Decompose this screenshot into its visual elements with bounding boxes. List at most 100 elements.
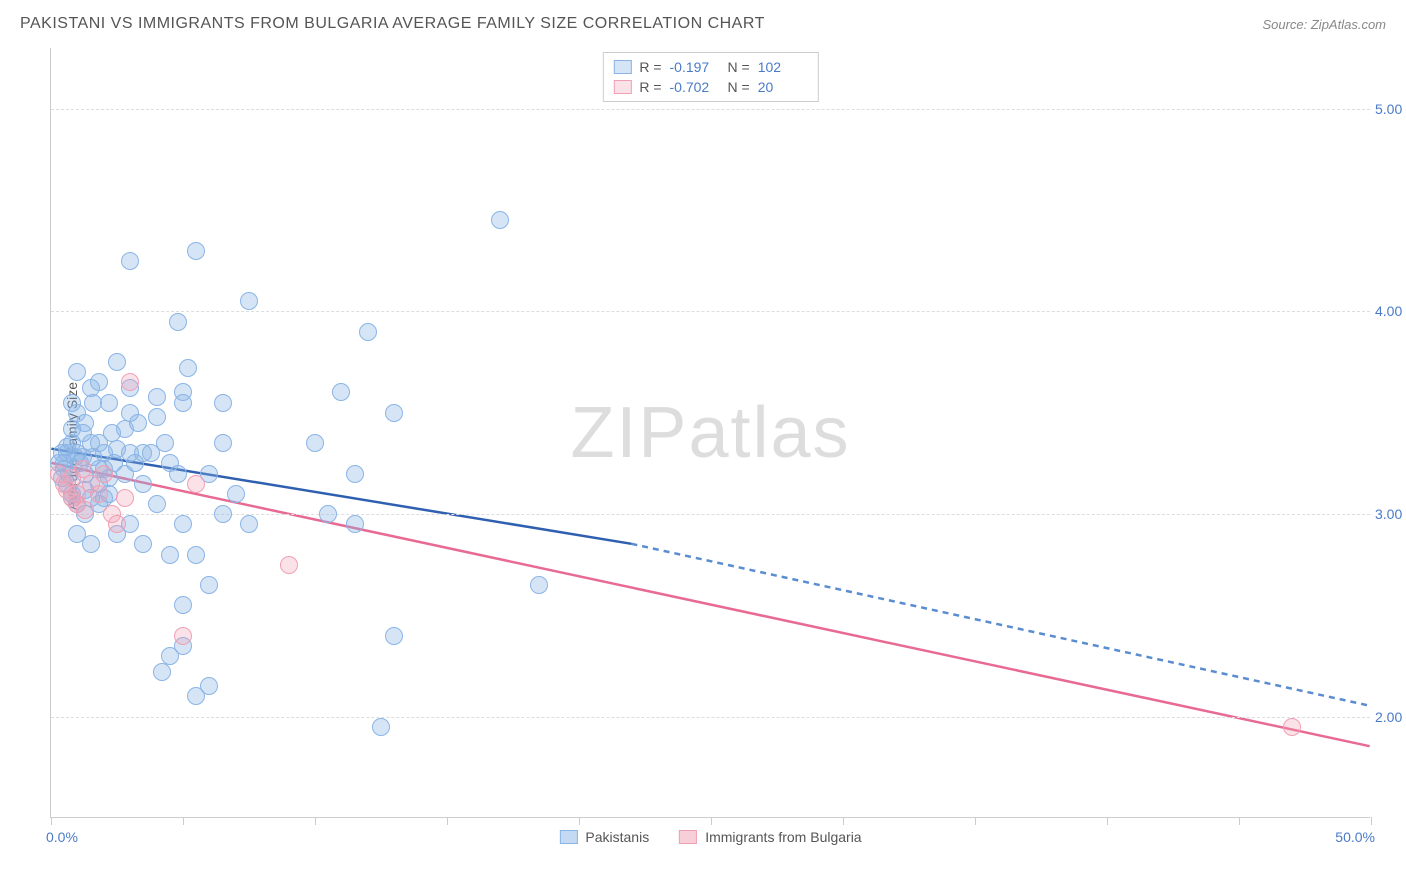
- data-point: [1283, 718, 1301, 736]
- data-point: [134, 444, 152, 462]
- data-point: [161, 546, 179, 564]
- y-tick-label: 3.00: [1375, 506, 1406, 522]
- regression-line: [631, 544, 1369, 706]
- n-label: N =: [728, 79, 750, 95]
- data-point: [372, 718, 390, 736]
- data-point: [169, 313, 187, 331]
- data-point: [187, 475, 205, 493]
- data-point: [116, 420, 134, 438]
- n-value: 102: [758, 59, 808, 75]
- data-point: [214, 394, 232, 412]
- data-point: [187, 242, 205, 260]
- data-point: [306, 434, 324, 452]
- n-value: 20: [758, 79, 808, 95]
- legend-row: R = -0.702 N = 20: [613, 77, 807, 97]
- data-point: [100, 394, 118, 412]
- data-point: [58, 481, 76, 499]
- legend-swatch: [613, 80, 631, 94]
- r-value: -0.702: [670, 79, 720, 95]
- data-point: [82, 379, 100, 397]
- legend-swatch: [679, 830, 697, 844]
- x-tick: [51, 817, 52, 825]
- data-point: [179, 359, 197, 377]
- data-point: [169, 465, 187, 483]
- y-tick-label: 4.00: [1375, 303, 1406, 319]
- data-point: [174, 515, 192, 533]
- watermark-text: ZIPatlas: [570, 392, 850, 474]
- y-tick-label: 2.00: [1375, 709, 1406, 725]
- x-tick: [447, 817, 448, 825]
- x-tick: [975, 817, 976, 825]
- x-tick: [1239, 817, 1240, 825]
- x-tick: [711, 817, 712, 825]
- x-axis-max-label: 50.0%: [1335, 829, 1375, 845]
- data-point: [174, 596, 192, 614]
- gridline: [51, 109, 1370, 110]
- legend-label: Pakistanis: [585, 829, 649, 845]
- legend-label: Immigrants from Bulgaria: [705, 829, 861, 845]
- data-point: [332, 383, 350, 401]
- regression-lines-layer: [51, 48, 1370, 817]
- r-value: -0.197: [670, 59, 720, 75]
- data-point: [63, 394, 81, 412]
- data-point: [240, 292, 258, 310]
- gridline: [51, 311, 1370, 312]
- r-label: R =: [639, 79, 661, 95]
- data-point: [240, 515, 258, 533]
- data-point: [174, 627, 192, 645]
- data-point: [63, 420, 81, 438]
- data-point: [148, 495, 166, 513]
- data-point: [319, 505, 337, 523]
- regression-line: [51, 463, 1369, 746]
- y-tick-label: 5.00: [1375, 101, 1406, 117]
- x-tick: [1107, 817, 1108, 825]
- x-axis-min-label: 0.0%: [46, 829, 78, 845]
- data-point: [187, 546, 205, 564]
- data-point: [346, 515, 364, 533]
- data-point: [76, 501, 94, 519]
- legend-swatch: [613, 60, 631, 74]
- chart-title: PAKISTANI VS IMMIGRANTS FROM BULGARIA AV…: [20, 15, 765, 33]
- x-tick: [1371, 817, 1372, 825]
- data-point: [214, 505, 232, 523]
- data-point: [153, 663, 171, 681]
- data-point: [385, 404, 403, 422]
- source-label: Source: ZipAtlas.com: [1262, 17, 1386, 32]
- data-point: [103, 505, 121, 523]
- data-point: [491, 211, 509, 229]
- data-point: [530, 576, 548, 594]
- x-tick: [315, 817, 316, 825]
- data-point: [280, 556, 298, 574]
- data-point: [359, 323, 377, 341]
- x-tick: [843, 817, 844, 825]
- data-point: [174, 383, 192, 401]
- data-point: [68, 363, 86, 381]
- data-point: [227, 485, 245, 503]
- x-tick: [183, 817, 184, 825]
- data-point: [116, 489, 134, 507]
- n-label: N =: [728, 59, 750, 75]
- r-label: R =: [639, 59, 661, 75]
- data-point: [90, 485, 108, 503]
- correlation-legend: R = -0.197 N = 102 R = -0.702 N = 20: [602, 52, 818, 102]
- chart-plot-area: ZIPatlas R = -0.197 N = 102 R = -0.702 N…: [50, 48, 1370, 818]
- data-point: [214, 434, 232, 452]
- data-point: [385, 627, 403, 645]
- data-point: [187, 687, 205, 705]
- data-point: [121, 373, 139, 391]
- data-point: [148, 388, 166, 406]
- legend-swatch: [559, 830, 577, 844]
- data-point: [95, 465, 113, 483]
- gridline: [51, 717, 1370, 718]
- legend-row: R = -0.197 N = 102: [613, 57, 807, 77]
- data-point: [346, 465, 364, 483]
- x-tick: [579, 817, 580, 825]
- data-point: [200, 576, 218, 594]
- series-legend: Pakistanis Immigrants from Bulgaria: [559, 829, 861, 845]
- data-point: [134, 535, 152, 553]
- data-point: [82, 535, 100, 553]
- data-point: [134, 475, 152, 493]
- data-point: [121, 252, 139, 270]
- legend-item: Pakistanis: [559, 829, 649, 845]
- legend-item: Immigrants from Bulgaria: [679, 829, 861, 845]
